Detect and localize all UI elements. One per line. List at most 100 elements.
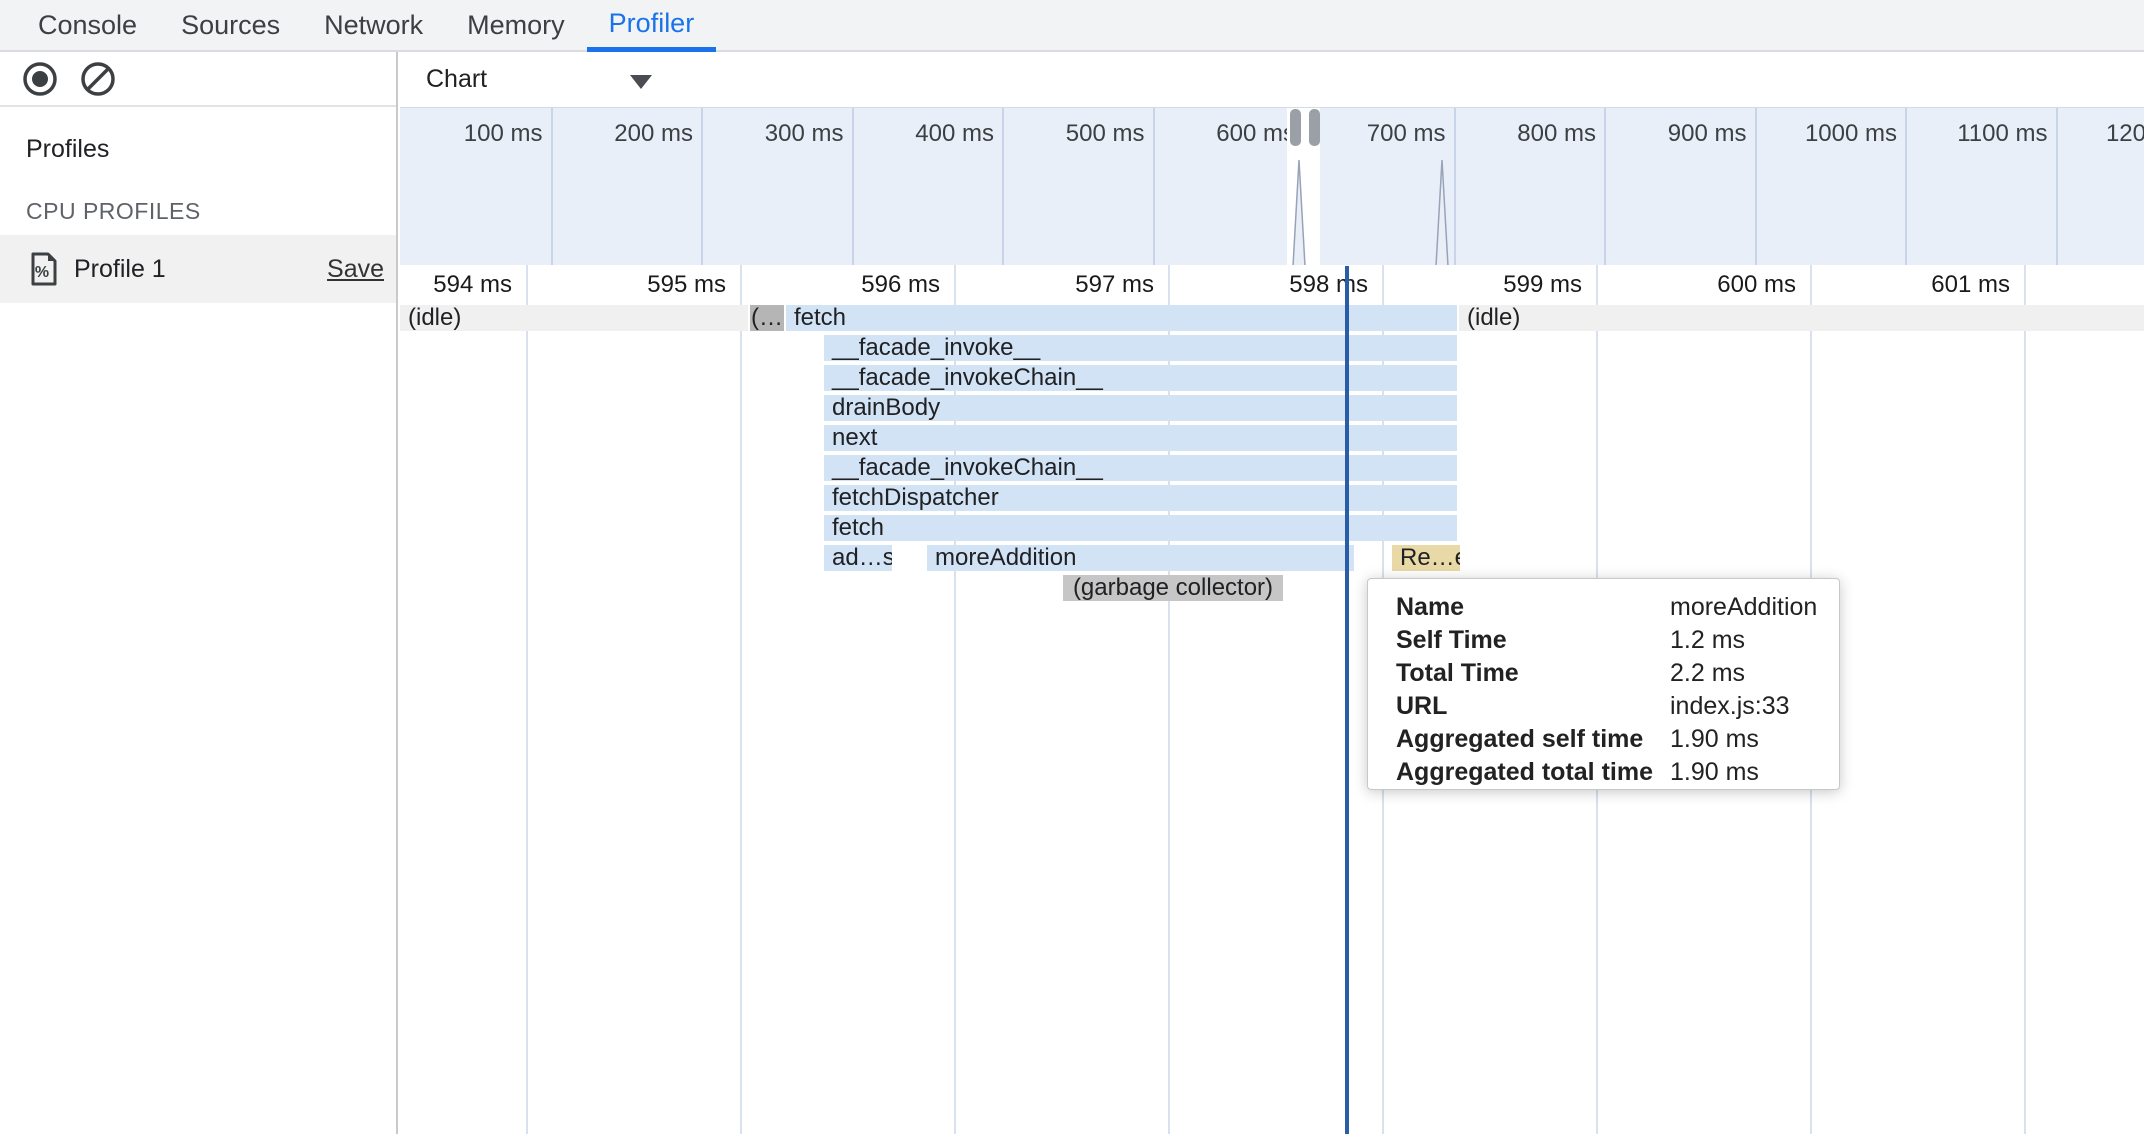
overview-tick-label: 1100 ms (1957, 120, 2048, 147)
overview-gridline (851, 108, 854, 266)
ruler-tick-label: 594 ms (433, 271, 512, 298)
overview-tick-label: 700 ms (1366, 120, 1446, 147)
flame-bar[interactable]: __facade_invokeChain__ (824, 455, 1457, 481)
tab-profiler[interactable]: Profiler (586, 0, 717, 52)
activity-spike (1291, 158, 1307, 266)
view-mode-select[interactable]: Chart (400, 52, 680, 107)
ruler-tick-label: 598 ms (1289, 271, 1368, 298)
flame-row: next (400, 423, 2144, 453)
flame-bar[interactable]: (idle) (400, 305, 748, 331)
tooltip-value: index.js:33 (1670, 692, 1790, 720)
tooltip-row: Name moreAddition (1396, 591, 1839, 624)
svg-text:%: % (35, 264, 49, 281)
overview-tick-label: 500 ms (1065, 120, 1145, 147)
timeline-overview[interactable]: 100 ms 200 ms 300 ms 400 ms 500 ms 600 ms 700 … (400, 107, 2144, 268)
ruler-tick-label: 599 ms (1503, 271, 1582, 298)
record-icon (23, 61, 57, 96)
overview-gridline (1002, 108, 1004, 266)
overview-tick-label: 1200 ms (2105, 120, 2144, 147)
profiler-sidebar: Profiles CPU PROFILES % Profile 1 Save (0, 52, 398, 1134)
overview-gridline (550, 108, 553, 266)
selection-handle-left[interactable] (1290, 109, 1301, 146)
flame-row: __facade_invokeChain__ (400, 453, 2144, 483)
flame-bar[interactable]: (… (750, 305, 784, 331)
flame-gridline (1168, 265, 1170, 1134)
flame-bar[interactable]: next (824, 425, 1457, 451)
overview-gridline (1905, 108, 1907, 266)
profiler-main-panel: Chart 100 ms 200 ms 300 ms 400 ms 500 ms 600 … (400, 52, 2144, 1134)
chevron-down-icon (630, 75, 652, 89)
overview-tick-label: 600 ms (1216, 120, 1295, 147)
flame-row: drainBody (400, 393, 2144, 423)
flame-bar[interactable]: Re…e (1392, 545, 1460, 571)
flame-bar[interactable]: __facade_invoke__ (824, 335, 1457, 361)
flame-bar[interactable]: fetchDispatcher (824, 485, 1457, 511)
tooltip-label: Aggregated total time (1396, 758, 1653, 786)
flame-row: fetchDispatcher (400, 483, 2144, 513)
tooltip-row: URL index.js:33 (1396, 690, 1839, 723)
overview-tick-label: 800 ms (1517, 120, 1596, 147)
profile-name: Profile 1 (74, 254, 166, 283)
flame-row: (idle) (… fetch (idle) (400, 303, 2144, 333)
flame-bar[interactable]: (garbage collector) (1063, 575, 1283, 601)
save-profile-link[interactable]: Save (327, 254, 384, 283)
flame-chart: (idle) (… fetch (idle) __facade_invoke__ __fa… (400, 265, 2144, 1134)
record-button[interactable] (20, 59, 60, 99)
tooltip-value: 2.2 ms (1670, 659, 1746, 687)
flame-row: __facade_invokeChain__ (400, 363, 2144, 393)
profiles-heading: Profiles (26, 135, 110, 163)
profile-document-icon: % (31, 252, 57, 286)
tab-memory[interactable]: Memory (467, 9, 565, 40)
tooltip-label: Total Time (1396, 659, 1519, 687)
detail-time-ruler: 594 ms 595 ms 596 ms 597 ms 598 ms 599 ms 600 … (400, 265, 2144, 303)
tab-console[interactable]: Console (38, 9, 138, 40)
overview-gridline (1453, 108, 1456, 266)
overview-gridline (2055, 108, 2058, 266)
ruler-tick-label: 600 ms (1717, 271, 1796, 298)
flame-bar[interactable]: ad…s (824, 545, 892, 571)
tooltip-row: Total Time 2.2 ms (1396, 657, 1839, 690)
tooltip-label: Name (1396, 593, 1465, 621)
tooltip-label: Self Time (1396, 626, 1507, 654)
flame-bar[interactable]: (idle) (1459, 305, 2144, 331)
tooltip-value: 1.90 ms (1670, 725, 1759, 753)
playhead-line[interactable] (1345, 266, 1349, 1134)
ruler-tick-label: 601 ms (1931, 271, 2010, 298)
flame-gridline (740, 265, 742, 1134)
flame-gridline (526, 265, 528, 1134)
tooltip-row: Self Time 1.2 ms (1396, 624, 1839, 657)
overview-tick-label: 900 ms (1667, 120, 1747, 147)
flame-row: __facade_invoke__ (400, 333, 2144, 363)
activity-spike (1434, 158, 1450, 266)
ruler-tick-label: 595 ms (647, 271, 726, 298)
tooltip-value: 1.2 ms (1670, 626, 1746, 654)
flame-row: ad…s moreAddition Re…e (400, 543, 2144, 573)
overview-tick-label: 400 ms (915, 120, 994, 147)
view-mode-value: Chart (426, 65, 488, 93)
clear-icon (81, 61, 115, 96)
overview-gridline (701, 108, 703, 266)
frame-tooltip: Name moreAddition Self Time 1.2 ms Total Tim… (1367, 578, 1840, 790)
tab-network[interactable]: Network (324, 9, 424, 40)
flame-row: fetch (400, 513, 2144, 543)
flame-bar[interactable]: fetch (824, 515, 1457, 541)
tab-sources[interactable]: Sources (181, 9, 281, 40)
overview-gridline (1152, 108, 1155, 266)
overview-tick-label: 1000 ms (1804, 120, 1897, 147)
cpu-profiles-section-heading: CPU PROFILES (26, 198, 201, 224)
flame-bar[interactable]: moreAddition (927, 545, 1354, 571)
tooltip-row: Aggregated self time 1.90 ms (1396, 723, 1839, 756)
overview-gridline (1604, 108, 1606, 266)
overview-tick-label: 200 ms (614, 120, 693, 147)
flame-row: (garbage collector) (400, 573, 2144, 603)
devtools-tab-bar: Console Sources Network Memory Profiler (0, 0, 2144, 52)
clear-button[interactable] (78, 59, 118, 99)
flame-bar[interactable]: drainBody (824, 395, 1457, 421)
profile-list-item[interactable]: % Profile 1 Save (0, 235, 396, 303)
selection-handle-right[interactable] (1309, 109, 1320, 146)
tooltip-row: Aggregated total time 1.90 ms (1396, 756, 1839, 789)
overview-gridline (1754, 108, 1757, 266)
flame-bar[interactable]: fetch (786, 305, 1457, 331)
ruler-tick-label: 596 ms (861, 271, 940, 298)
flame-bar[interactable]: __facade_invokeChain__ (824, 365, 1457, 391)
